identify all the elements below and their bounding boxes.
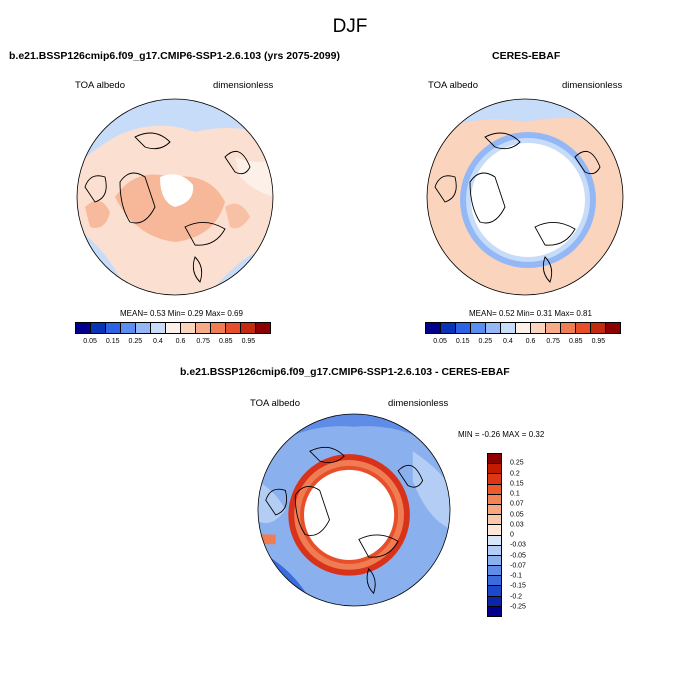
colorbar-tick-label: -0.15 [510, 582, 526, 590]
colorbar-tick-label: 0.15 [105, 338, 120, 345]
panel1-title: b.e21.BSSP126cmip6.f09_g17.CMIP6-SSP1-2.… [9, 50, 340, 62]
colorbar-swatch [488, 555, 501, 567]
colorbar-swatch [488, 464, 501, 475]
panel1-stats: MEAN= 0.53 Min= 0.29 Max= 0.69 [120, 309, 243, 318]
panel1-colorbar-ticks: 0.05 0.15 0.25 0.4 0.6 0.75 0.85 0.95 [75, 338, 271, 348]
colorbar-swatch [91, 323, 106, 333]
colorbar-tick-label: 0.95 [591, 338, 606, 345]
colorbar-tick-label: 0.75 [546, 338, 560, 345]
colorbar-swatch [488, 566, 501, 577]
colorbar-swatch [441, 323, 456, 333]
colorbar-tick-label: 0.15 [510, 480, 524, 488]
colorbar-swatch [241, 323, 256, 333]
colorbar-swatch [488, 454, 501, 465]
colorbar-swatch [488, 515, 501, 526]
colorbar-tick-label: 0.25 [478, 338, 493, 345]
colorbar-swatch [531, 323, 546, 333]
panel2-variable-label: TOA albedo [428, 80, 479, 91]
colorbar-tick-label: 0.05 [83, 338, 97, 345]
colorbar-tick-label: 0.85 [568, 338, 583, 345]
colorbar-swatch [121, 323, 136, 333]
colorbar-swatch [488, 474, 501, 485]
colorbar-swatch [106, 323, 121, 333]
colorbar-swatch [256, 323, 270, 333]
panel3-polar-map [257, 413, 451, 607]
panel1-units-label: dimensionless [213, 80, 274, 91]
colorbar-tick-label: -0.03 [510, 541, 526, 549]
colorbar-tick-label: -0.07 [510, 562, 526, 570]
colorbar-swatch [151, 323, 166, 333]
colorbar-swatch [426, 323, 441, 333]
colorbar-tick-label: 0.2 [510, 470, 520, 477]
panel3-colorbar [487, 453, 502, 617]
panel3-stats: MIN = -0.26 MAX = 0.32 [458, 430, 545, 439]
colorbar-swatch [181, 323, 196, 333]
panel2-units-label: dimensionless [562, 80, 623, 91]
panel1-polar-map [76, 98, 274, 296]
panel2-colorbar-ticks: 0.05 0.15 0.25 0.4 0.6 0.75 0.85 0.95 [425, 338, 621, 348]
colorbar-swatch [488, 484, 501, 495]
colorbar-tick-label: 0.75 [196, 338, 210, 345]
colorbar-swatch [561, 323, 576, 333]
panel2-title: CERES-EBAF [492, 50, 561, 62]
colorbar-swatch [196, 323, 211, 333]
colorbar-tick-label: 0.6 [525, 338, 536, 345]
figure-title: DJF [332, 16, 368, 37]
colorbar-swatch [456, 323, 471, 333]
colorbar-swatch [471, 323, 486, 333]
colorbar-swatch [606, 323, 620, 333]
colorbar-swatch [488, 596, 501, 607]
colorbar-tick-label: 0.95 [241, 338, 256, 345]
colorbar-swatch [488, 576, 501, 587]
colorbar-tick-label: 0.25 [128, 338, 143, 345]
colorbar-swatch [76, 323, 91, 333]
colorbar-swatch [591, 323, 606, 333]
colorbar-swatch [488, 525, 501, 536]
panel2-stats: MEAN= 0.52 Min= 0.31 Max= 0.81 [469, 309, 592, 318]
colorbar-tick-label: 0.05 [433, 338, 447, 345]
panel3-units-label: dimensionless [388, 398, 449, 409]
colorbar-swatch [486, 323, 501, 333]
colorbar-tick-label: -0.1 [510, 572, 523, 580]
colorbar-tick-label: -0.25 [510, 603, 526, 611]
colorbar-swatch [226, 323, 241, 333]
panel2-polar-map [426, 98, 624, 296]
colorbar-tick-label: 0.05 [510, 511, 524, 518]
colorbar-swatch [488, 504, 501, 516]
colorbar-tick-label: 0.85 [218, 338, 233, 345]
colorbar-swatch [211, 323, 226, 333]
colorbar-swatch [488, 586, 501, 597]
panel1-variable-label: TOA albedo [75, 80, 126, 91]
colorbar-tick-label: -0.05 [510, 552, 526, 559]
panel2-colorbar [425, 322, 621, 334]
colorbar-swatch [136, 323, 151, 333]
colorbar-swatch [488, 494, 501, 505]
colorbar-tick-label: 0.15 [455, 338, 470, 345]
panel1-colorbar [75, 322, 271, 334]
colorbar-swatch [488, 606, 501, 616]
colorbar-swatch [516, 323, 531, 333]
colorbar-tick-label: 0.25 [510, 459, 524, 467]
colorbar-tick-label: 0.1 [510, 490, 520, 498]
colorbar-swatch [576, 323, 591, 333]
colorbar-swatch [488, 545, 501, 556]
colorbar-swatch [166, 323, 181, 333]
colorbar-tick-label: 0.4 [503, 338, 513, 345]
colorbar-tick-label: -0.2 [510, 593, 523, 600]
colorbar-tick-label: 0.07 [510, 500, 524, 508]
colorbar-tick-label: 0.4 [153, 338, 163, 345]
colorbar-tick-label: 0.03 [510, 521, 524, 529]
colorbar-tick-label: 0.6 [175, 338, 186, 345]
panel3-title: b.e21.BSSP126cmip6.f09_g17.CMIP6-SSP1-2.… [180, 366, 510, 378]
colorbar-tick-label: 0 [510, 531, 514, 539]
colorbar-swatch [501, 323, 516, 333]
panel3-variable-label: TOA albedo [250, 398, 301, 409]
panel3-colorbar-ticks: 0.25 0.2 0.15 0.1 0.07 0.05 0.03 0 -0.03 -0.05 -0.… [510, 453, 550, 617]
colorbar-swatch [488, 535, 501, 546]
colorbar-swatch [546, 323, 561, 333]
